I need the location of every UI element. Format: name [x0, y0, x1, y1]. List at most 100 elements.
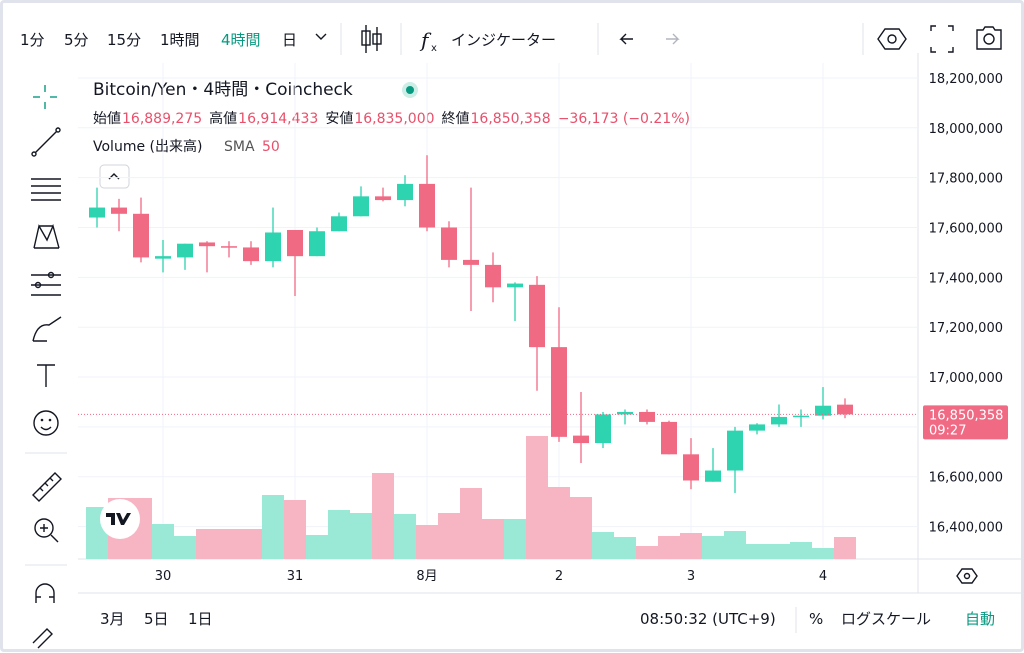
volume-bar: [262, 495, 284, 559]
crosshair-tool[interactable]: [33, 85, 57, 109]
fib-tool[interactable]: [31, 178, 61, 201]
pattern-tool[interactable]: [33, 223, 60, 249]
interval-1h[interactable]: 1時間: [160, 31, 200, 49]
interval-dropdown[interactable]: [315, 33, 327, 40]
indicators-button[interactable]: インジケーター: [451, 31, 556, 49]
range-3m[interactable]: 3月: [100, 610, 125, 628]
fullscreen-button[interactable]: [930, 25, 954, 53]
ohlc-legend: 始値 16,889,275 高値 16,914,433 安値 16,835,000 終値 16…: [93, 110, 690, 127]
interval-1m[interactable]: 1分: [20, 31, 45, 49]
candle-body: [243, 247, 259, 262]
candle-body: [199, 242, 215, 247]
candle-body: [573, 435, 589, 444]
settings-button[interactable]: [877, 28, 907, 50]
y-tick-label: 17,800,000: [929, 172, 1003, 187]
ruler-tool[interactable]: [32, 472, 62, 502]
redo-button[interactable]: [666, 33, 680, 45]
magnet-tool[interactable]: [35, 583, 55, 603]
x-tick-label: 8月: [416, 569, 437, 584]
fx-icon-x: x: [431, 43, 437, 54]
chart-type-button[interactable]: [361, 25, 382, 53]
clock[interactable]: 08:50:32 (UTC+9): [640, 610, 776, 628]
candle-body: [529, 284, 545, 348]
volume-bar: [702, 536, 724, 559]
x-tick-label: 4: [819, 569, 827, 584]
interval-4h[interactable]: 4時間: [221, 31, 261, 49]
candle-body: [617, 411, 633, 415]
tv-logo-mark: [106, 513, 131, 525]
candle-body: [353, 196, 369, 217]
volume-bar: [570, 497, 592, 559]
brush-tool[interactable]: [32, 316, 62, 342]
undo-button[interactable]: [619, 33, 633, 45]
candle-body: [771, 416, 787, 425]
candle-body: [221, 246, 237, 248]
volume-bar: [834, 537, 856, 559]
volume-bar: [504, 519, 526, 559]
chart-window: 1分 5分 15分 1時間 4時間 日 f x インジケーター Bitcoin/…: [20, 23, 1021, 649]
candle-body: [133, 213, 149, 258]
candle-body: [507, 283, 523, 288]
candle-body: [727, 430, 743, 471]
symbol-title: Bitcoin/Yen・4時間・Coincheck: [93, 80, 353, 100]
volume-bar: [746, 544, 768, 559]
y-tick-label: 17,600,000: [929, 222, 1003, 237]
candle-body: [287, 229, 303, 257]
volume-bar: [636, 546, 658, 559]
axis-settings-button[interactable]: [956, 568, 978, 584]
market-status-dot: [406, 86, 414, 94]
interval-5m[interactable]: 5分: [64, 31, 89, 49]
y-tick-label: 17,000,000: [929, 371, 1003, 386]
log-toggle[interactable]: ログスケール: [841, 610, 931, 628]
candle-body: [639, 411, 655, 422]
volume-bar: [790, 542, 812, 559]
last-price-label: 16,850,358: [929, 408, 1003, 423]
volume-bar: [658, 536, 680, 559]
ohlc-label: 安値: [325, 111, 353, 127]
y-tick-label: 18,000,000: [929, 122, 1003, 137]
volume-bar: [438, 513, 460, 559]
emoji-tool[interactable]: [33, 410, 59, 436]
candle-body: [111, 207, 127, 214]
y-tick-label: 17,200,000: [929, 321, 1003, 336]
range-5d[interactable]: 5日: [144, 610, 169, 628]
volume-bar: [614, 537, 636, 559]
ohlc-value: 16,835,000: [354, 111, 434, 127]
candle-body: [463, 259, 479, 265]
volume-bar: [394, 514, 416, 559]
x-tick-label: 31: [287, 569, 304, 584]
range-1d[interactable]: 1日: [188, 610, 213, 628]
y-tick-label: 17,400,000: [929, 271, 1003, 286]
interval-15m[interactable]: 15分: [107, 31, 141, 49]
candle-body: [397, 183, 413, 201]
percent-toggle[interactable]: %: [809, 610, 823, 628]
ohlc-value: 16,889,275: [122, 111, 202, 127]
y-tick-label: 16,600,000: [929, 471, 1003, 486]
candle-body: [793, 415, 809, 418]
volume-bar: [284, 500, 306, 559]
volume-bar: [482, 519, 504, 559]
text-tool[interactable]: [37, 364, 55, 387]
last-price-tag: [923, 405, 1008, 440]
pencil-tool[interactable]: [32, 628, 53, 649]
candle-body: [177, 243, 193, 258]
screenshot-button[interactable]: [976, 26, 1002, 50]
bar-countdown: 09:27: [929, 423, 966, 438]
collapse-legend-button[interactable]: [99, 164, 130, 189]
candle-body: [375, 196, 391, 201]
volume-bar: [196, 529, 218, 559]
volume-bar: [218, 529, 240, 559]
forecast-tool[interactable]: [31, 271, 61, 296]
volume-bar: [526, 436, 548, 559]
auto-toggle[interactable]: 自動: [965, 610, 995, 628]
candle-body: [749, 424, 765, 431]
ohlc-label: 始値: [93, 111, 121, 127]
interval-1d[interactable]: 日: [282, 31, 297, 49]
ohlc-value: 16,850,358: [471, 111, 551, 127]
volume-bar: [372, 473, 394, 559]
trendline-tool[interactable]: [31, 127, 61, 157]
zoom-tool[interactable]: [34, 518, 59, 543]
ohlc-value: 16,914,433: [238, 111, 318, 127]
sma-length: 50: [262, 139, 280, 155]
